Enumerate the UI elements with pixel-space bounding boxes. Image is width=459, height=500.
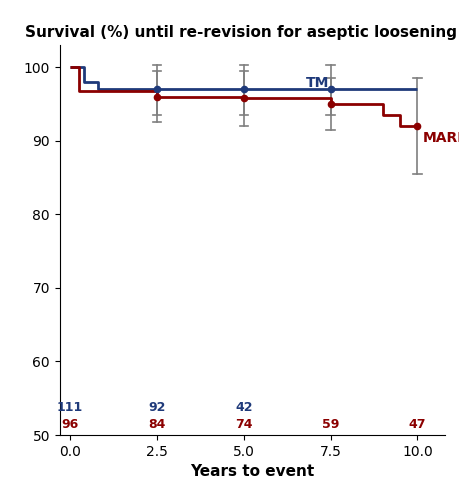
Text: 96: 96 [62, 418, 78, 432]
Text: TM: TM [306, 76, 330, 90]
X-axis label: Years to event: Years to event [190, 464, 314, 479]
Text: 42: 42 [235, 402, 252, 414]
Text: 92: 92 [148, 402, 166, 414]
Text: Survival (%) until re-revision for aseptic loosening: Survival (%) until re-revision for asept… [25, 24, 457, 40]
Text: 111: 111 [57, 402, 83, 414]
Text: 84: 84 [148, 418, 166, 432]
Text: 47: 47 [409, 418, 426, 432]
Text: MARR: MARR [423, 132, 459, 145]
Text: 59: 59 [322, 418, 339, 432]
Text: 74: 74 [235, 418, 252, 432]
